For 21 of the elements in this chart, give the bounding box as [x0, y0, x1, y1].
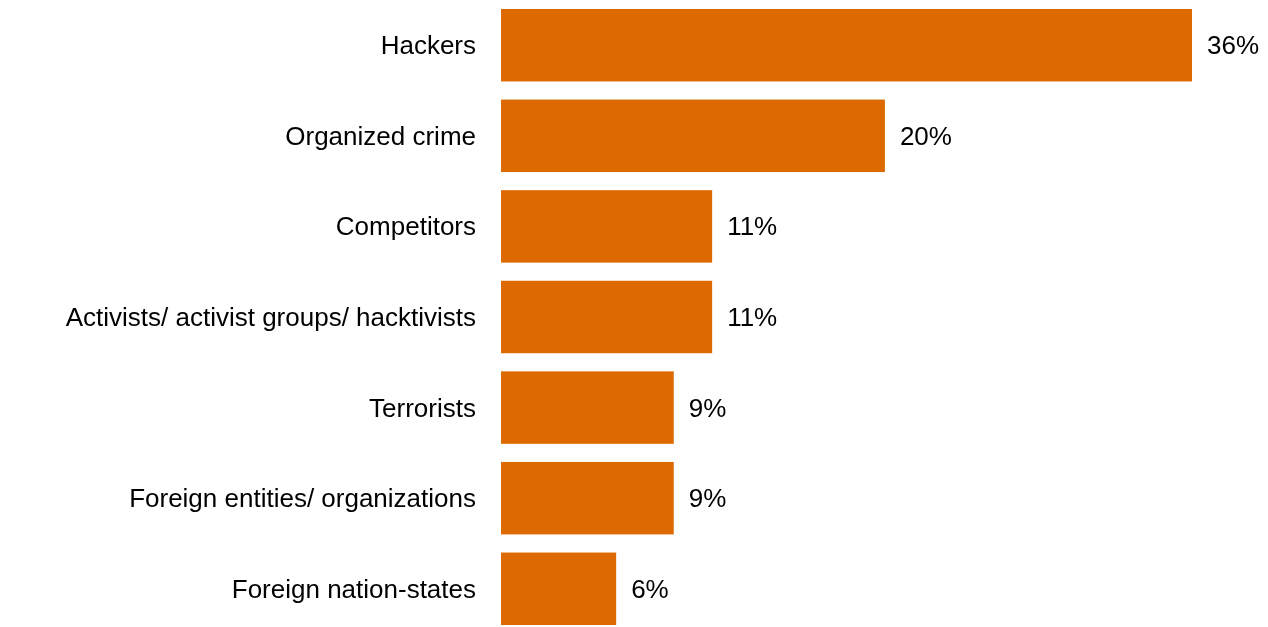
y-tick-label: Organized crime — [285, 120, 476, 151]
y-tick-label: Activists/ activist groups/ hacktivists — [65, 302, 476, 332]
bar — [501, 461, 674, 535]
bar — [501, 280, 713, 354]
bar — [501, 99, 885, 173]
bar — [501, 552, 617, 625]
y-tick-label: Competitors — [335, 211, 476, 242]
data-label: 9% — [688, 483, 727, 514]
data-label: 11% — [727, 302, 778, 332]
data-label: 9% — [688, 392, 727, 423]
bar — [501, 371, 674, 444]
data-label: 20% — [899, 120, 952, 151]
y-tick-label: Terrorists — [369, 392, 476, 423]
y-tick-label: Hackers — [380, 30, 476, 61]
bar — [501, 9, 1192, 82]
y-tick-label: Foreign nation-states — [231, 573, 476, 604]
data-label: 11% — [727, 211, 778, 242]
data-label: 6% — [631, 573, 669, 604]
data-label: 36% — [1207, 30, 1260, 61]
y-tick-label: Foreign entities/ organizations — [129, 483, 476, 514]
bar — [501, 190, 713, 263]
